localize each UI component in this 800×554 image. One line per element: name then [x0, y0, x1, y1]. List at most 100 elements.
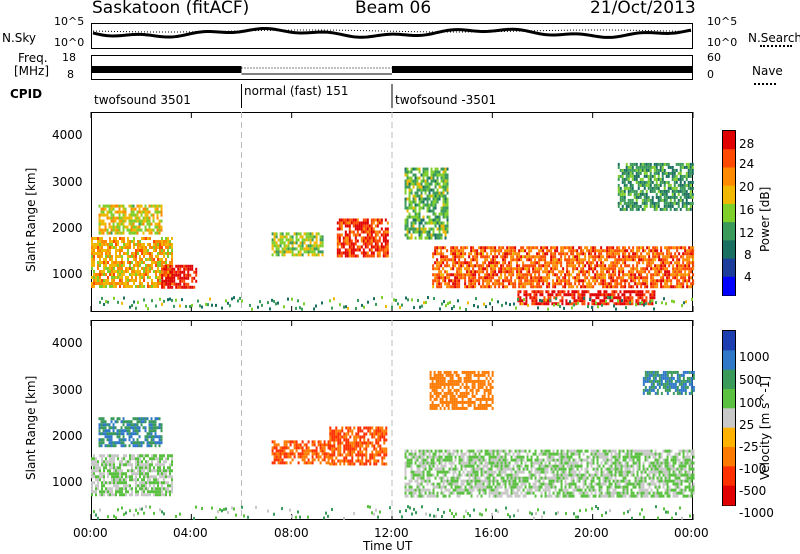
power-cell — [446, 215, 449, 219]
power-cell — [611, 290, 614, 294]
station-title: Saskatoon (fitACF) — [92, 0, 250, 18]
velocity-cell — [424, 467, 427, 471]
velocity-cell — [277, 443, 280, 447]
power-cell — [145, 273, 147, 276]
power-cell — [124, 225, 127, 229]
power-cell — [95, 246, 97, 249]
power-cell — [440, 179, 443, 183]
velocity-cell — [416, 467, 419, 471]
power-cell — [430, 203, 433, 207]
velocity-cell — [113, 493, 115, 497]
velocity-cell — [107, 469, 109, 473]
power-cell — [105, 243, 107, 246]
power-cell — [564, 285, 567, 289]
power-cell — [157, 261, 159, 264]
power-cell — [348, 224, 351, 228]
power-cell — [620, 264, 623, 268]
velocity-cell — [406, 488, 409, 492]
power-cell — [438, 194, 441, 198]
power-cell — [93, 255, 95, 258]
velocity-cell — [367, 441, 370, 445]
velocity-cell — [93, 460, 95, 464]
velocity-cell — [111, 478, 113, 482]
power-cell — [426, 167, 429, 171]
power-cell — [652, 273, 655, 277]
velocity-cell — [102, 420, 105, 424]
velocity-cell — [345, 432, 348, 436]
power-cell — [524, 282, 527, 286]
power-cell — [364, 230, 367, 234]
velocity-cell — [146, 432, 149, 436]
power-cell — [590, 252, 593, 256]
power-cell — [315, 244, 318, 248]
power-cell — [570, 273, 573, 277]
power-cell — [476, 249, 479, 253]
power-cell — [674, 285, 677, 289]
power-cell — [531, 290, 534, 294]
power-cell — [281, 235, 284, 239]
power-cell — [160, 219, 163, 223]
power-cell — [514, 267, 517, 271]
power-cell — [601, 293, 604, 297]
power-cell — [684, 276, 687, 280]
power-cell — [342, 218, 345, 222]
velocity-cell — [381, 435, 384, 439]
power-cell — [301, 238, 304, 242]
power-cell — [612, 246, 615, 250]
power-cell — [661, 168, 664, 172]
velocity-cell — [110, 435, 113, 439]
power-cell — [277, 253, 280, 257]
power-cell — [354, 218, 357, 222]
power-cell — [356, 239, 359, 243]
power-cell — [372, 245, 375, 249]
power-cell — [426, 173, 429, 177]
power-cell — [687, 201, 690, 205]
power-cell — [660, 276, 663, 280]
power-cell — [638, 255, 641, 259]
power-cell — [342, 239, 345, 243]
power-ytick: 4000 — [52, 128, 83, 142]
power-cell — [553, 296, 556, 300]
power-cell — [534, 261, 537, 265]
power-cell — [412, 230, 415, 234]
power-cell — [524, 267, 527, 271]
velocity-cell — [410, 467, 413, 471]
power-cell — [562, 267, 565, 271]
power-cell — [372, 227, 375, 231]
power-cell — [424, 191, 427, 195]
power-cell — [596, 264, 599, 268]
velocity-cell — [432, 452, 435, 456]
power-cell — [99, 252, 101, 255]
power-cell — [510, 270, 513, 274]
power-cell — [662, 252, 665, 256]
power-cell — [125, 246, 127, 249]
power-cell — [675, 180, 678, 184]
power-cell — [582, 273, 585, 277]
power-cell — [627, 201, 630, 205]
power-cell — [476, 258, 479, 262]
power-cell — [151, 261, 153, 264]
power-cell — [155, 246, 157, 249]
velocity-cell — [414, 455, 417, 459]
power-cell — [665, 204, 668, 208]
power-cell — [107, 261, 109, 264]
power-cell — [486, 252, 489, 256]
power-cell — [528, 258, 531, 262]
velocity-cell — [408, 491, 411, 495]
velocity-cell — [165, 457, 167, 461]
power-cell — [674, 276, 677, 280]
power-cell — [597, 302, 600, 306]
velocity-cell — [122, 441, 125, 445]
power-cell — [599, 293, 602, 297]
velocity-cell — [303, 461, 306, 465]
power-cell — [570, 282, 573, 286]
power-cell — [512, 285, 515, 289]
power-cell — [660, 270, 663, 274]
power-cell — [370, 242, 373, 246]
velocity-cell — [430, 467, 433, 471]
power-cell — [524, 264, 527, 268]
power-cell — [690, 282, 693, 286]
power-cell — [521, 299, 524, 303]
power-cell — [354, 242, 357, 246]
power-cell — [446, 203, 449, 207]
